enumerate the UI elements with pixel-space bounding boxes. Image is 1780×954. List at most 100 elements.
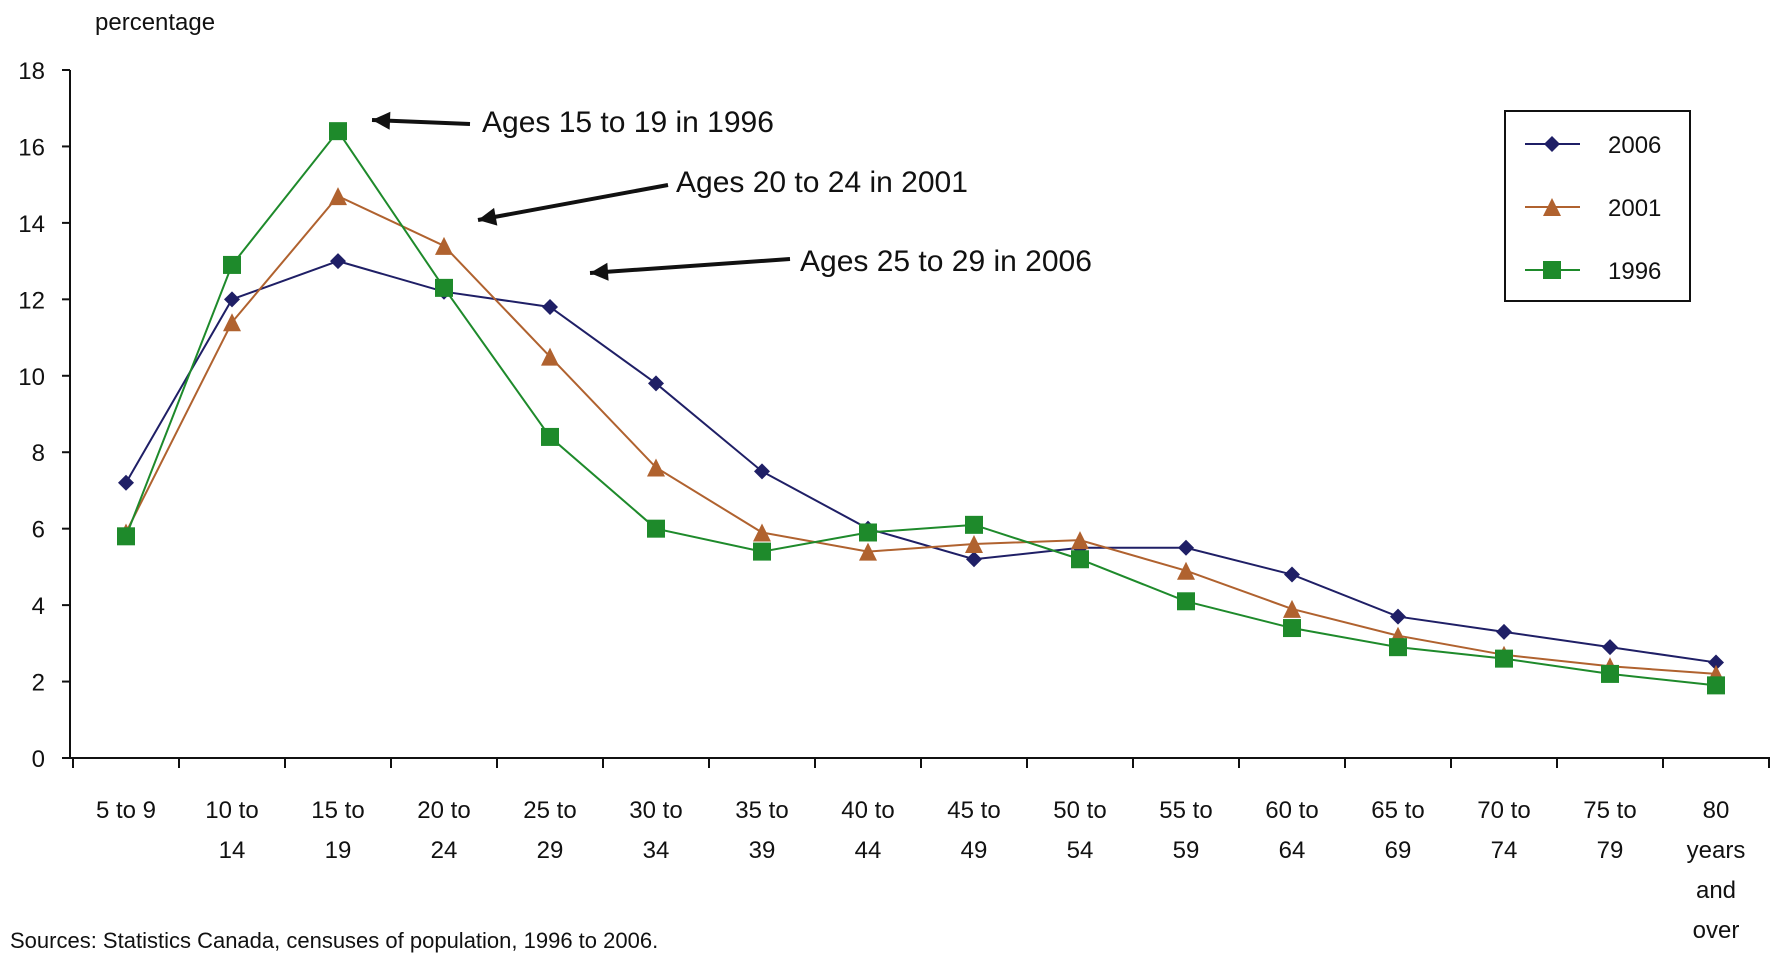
series-legend-2006-point <box>1544 136 1560 152</box>
series-1996-point <box>1071 550 1089 569</box>
x-tick-label-line: 10 to <box>205 797 258 824</box>
x-tick-label: 5 to 9 <box>96 797 156 824</box>
series-2006-line <box>125 260 1717 664</box>
series-1996-point <box>647 519 665 538</box>
x-tick-label-line: 59 <box>1173 837 1200 864</box>
series-2006-point <box>1178 539 1194 556</box>
x-tick-label-line: over <box>1693 917 1740 944</box>
y-tick-label: 10 <box>18 364 45 391</box>
x-tick-label-line: 14 <box>219 837 246 864</box>
x-tick-label: 40 to 44 <box>841 797 894 864</box>
x-tick-label: 80 years and over <box>1687 797 1746 944</box>
annotation-arrow-head <box>590 262 609 281</box>
series-1996-point <box>329 122 347 141</box>
annotation-label: Ages 15 to 19 in 1996 <box>482 106 774 139</box>
series-2006-point <box>1708 654 1724 671</box>
x-tick-label-line: 45 to <box>947 797 1000 824</box>
x-tick-label-line: 55 to <box>1159 797 1212 824</box>
y-tick-label: 6 <box>32 517 45 544</box>
x-tick-label-line: 5 to 9 <box>96 797 156 824</box>
series-2001-point <box>541 347 559 366</box>
x-tick-label: 55 to 59 <box>1159 797 1212 864</box>
x-tick-label-line: 75 to <box>1583 797 1636 824</box>
series-2006-point <box>1284 566 1300 583</box>
series-1996-point <box>965 515 983 534</box>
annotation-arrow-head <box>372 111 391 130</box>
series-1996-line <box>125 129 1717 687</box>
y-tick-label: 14 <box>18 211 45 238</box>
series-1996-point <box>117 527 135 546</box>
series-2001-line <box>125 194 1717 675</box>
x-tick-label-line: years <box>1687 837 1746 864</box>
x-tick-label: 15 to 19 <box>311 797 364 864</box>
x-tick-label-line: 74 <box>1491 837 1518 864</box>
series-1996-point <box>859 523 877 542</box>
x-tick-label: 60 to 64 <box>1265 797 1318 864</box>
series-2006-point <box>648 375 664 392</box>
x-tick-label-line: 54 <box>1067 837 1094 864</box>
x-tick-label-line: 34 <box>643 837 670 864</box>
x-tick-label-line: 64 <box>1279 837 1306 864</box>
legend-label-2001: 2001 <box>1608 195 1661 222</box>
y-tick-label: 2 <box>32 670 45 697</box>
x-tick-label: 30 to 34 <box>629 797 682 864</box>
series-1996-point <box>1707 676 1725 695</box>
series-2001-point <box>329 187 347 206</box>
series-2006-point <box>1602 639 1618 656</box>
series-2001-point <box>859 542 877 561</box>
y-tick-label: 12 <box>18 287 45 314</box>
x-tick-label-line: 70 to <box>1477 797 1530 824</box>
x-tick-label: 25 to 29 <box>523 797 576 864</box>
x-tick-label: 75 to 79 <box>1583 797 1636 864</box>
series-1996-point <box>1601 664 1619 683</box>
series-1996-point <box>1177 592 1195 611</box>
source-note: Sources: Statistics Canada, censuses of … <box>10 928 659 953</box>
x-tick-label: 20 to 24 <box>417 797 470 864</box>
x-tick-label-line: 20 to <box>417 797 470 824</box>
x-tick-label-line: 19 <box>325 837 352 864</box>
x-tick-label-line: 30 to <box>629 797 682 824</box>
series-2006-point <box>1496 623 1512 640</box>
x-tick-label: 70 to 74 <box>1477 797 1530 864</box>
series-1996-point <box>1283 619 1301 638</box>
series-2006-point <box>542 298 558 315</box>
series-2001-point <box>1071 531 1089 550</box>
x-tick-label-line: 25 to <box>523 797 576 824</box>
y-axis-label: percentage <box>95 9 215 36</box>
series-1996-point <box>1495 649 1513 668</box>
series-2006-point <box>118 474 134 491</box>
series-legend-2001-point <box>1543 198 1561 216</box>
x-tick-label-line: 29 <box>537 837 564 864</box>
x-tick-label-line: 15 to <box>311 797 364 824</box>
x-tick-label-line: 39 <box>749 837 776 864</box>
series-1996-point <box>753 542 771 561</box>
x-tick-label-line: 69 <box>1385 837 1412 864</box>
y-tick-label: 8 <box>32 440 45 467</box>
x-tick-label-line: and <box>1696 877 1736 904</box>
x-tick-label-line: 60 to <box>1265 797 1318 824</box>
series-2001-point <box>1283 599 1301 618</box>
x-tick-label-line: 44 <box>855 837 882 864</box>
series-2001-point <box>647 458 665 477</box>
series-2006-point <box>1390 608 1406 625</box>
series-1996-point <box>541 427 559 446</box>
annotation-arrow-line <box>477 183 669 222</box>
x-tick-label-line: 50 to <box>1053 797 1106 824</box>
x-tick-label: 65 to 69 <box>1371 797 1424 864</box>
series-2001-point <box>965 534 983 553</box>
x-tick-label-line: 80 <box>1703 797 1730 824</box>
x-tick-label-line: 24 <box>431 837 458 864</box>
x-tick-label-line: 49 <box>961 837 988 864</box>
x-tick-label: 45 to 49 <box>947 797 1000 864</box>
y-tick-label: 4 <box>32 593 45 620</box>
annotation-arrow-head <box>478 207 498 226</box>
series-2001-point <box>753 523 771 542</box>
y-tick-label: 0 <box>32 746 45 773</box>
x-tick-label: 35 to 39 <box>735 797 788 864</box>
x-tick-label-line: 35 to <box>735 797 788 824</box>
annotation-label: Ages 25 to 29 in 2006 <box>800 245 1092 278</box>
x-tick-label-line: 65 to <box>1371 797 1424 824</box>
series-2006-point <box>224 291 240 308</box>
